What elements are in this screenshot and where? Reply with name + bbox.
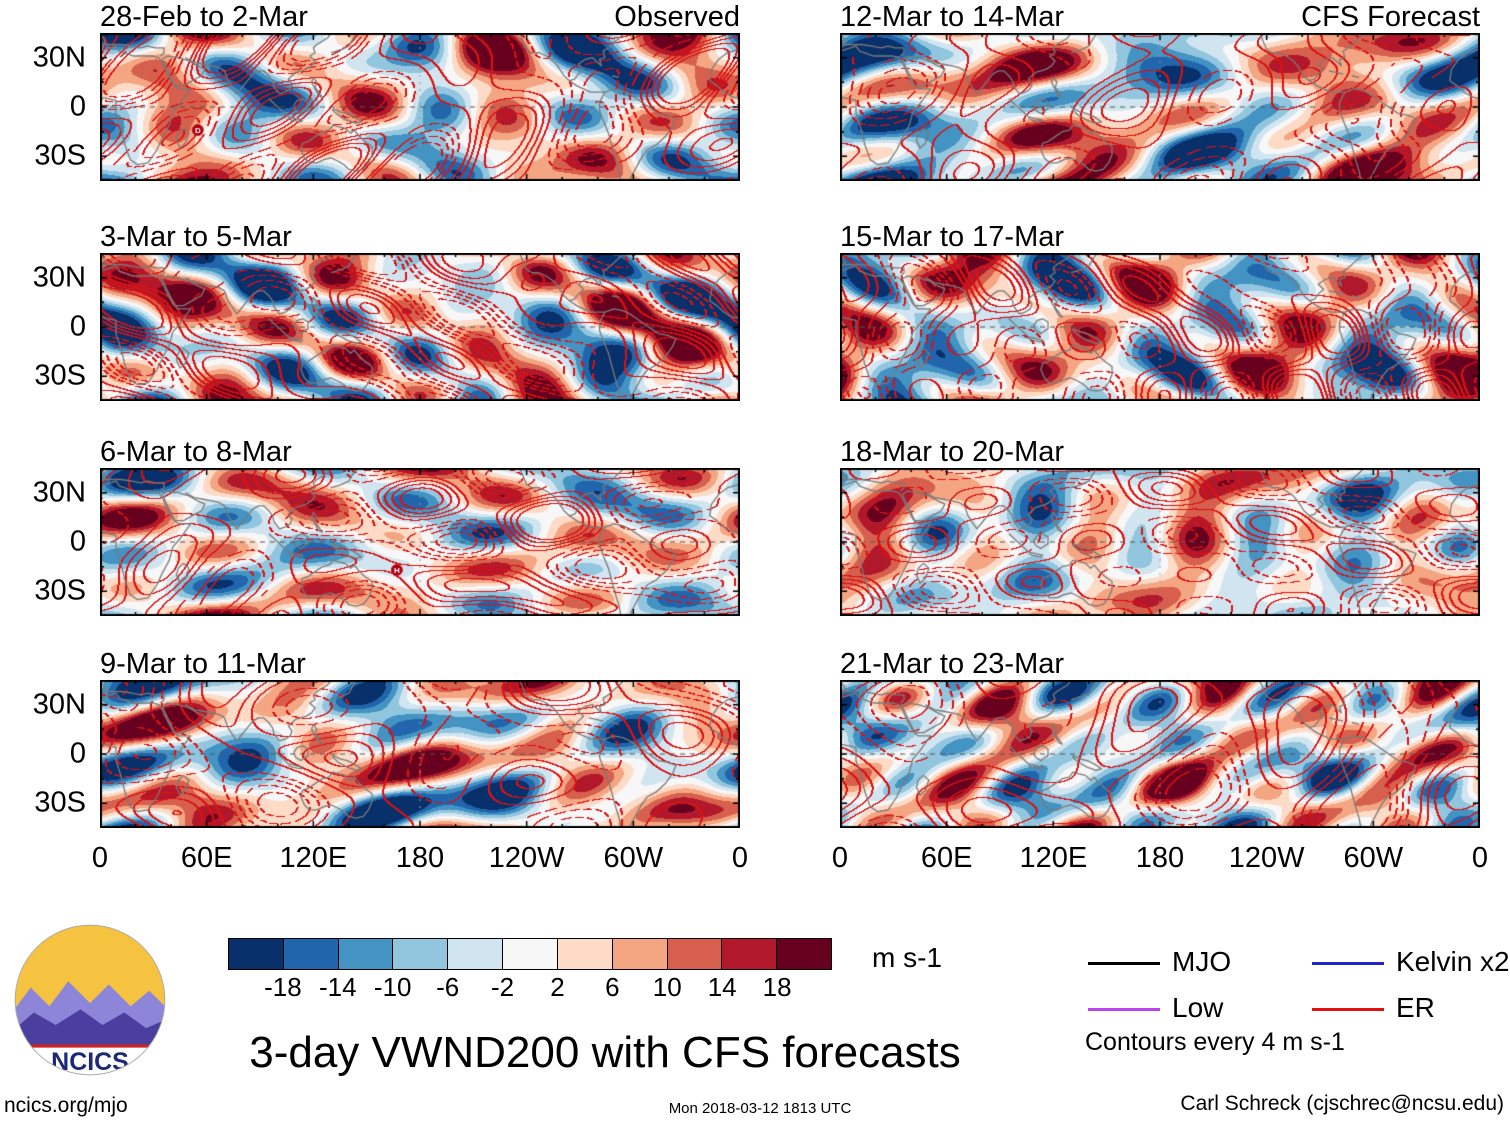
colorbar-tick-label: 14 bbox=[707, 972, 737, 1002]
map-canvas bbox=[840, 680, 1480, 828]
colorbar-tick-label: 18 bbox=[762, 972, 792, 1002]
footer-credit: Carl Schreck (cjschrec@ncsu.edu) bbox=[1180, 1092, 1504, 1115]
y-tick-label: 30N bbox=[32, 688, 86, 721]
panel-title: 12-Mar to 14-Mar bbox=[840, 1, 1065, 33]
x-tick-label: 60W bbox=[1343, 842, 1404, 874]
colorbar-segment bbox=[283, 939, 339, 969]
x-tick-label: 0 bbox=[1471, 842, 1489, 874]
colorbar-tick-label: 6 bbox=[605, 972, 620, 1002]
y-axis-labels-row1: 30N 0 30S bbox=[0, 33, 94, 181]
y-axis-labels-row2: 30N 0 30S bbox=[0, 253, 94, 401]
colorbar-segment bbox=[612, 939, 668, 969]
y-tick-label: 0 bbox=[69, 737, 86, 770]
ncics-logo: NCICS bbox=[14, 924, 166, 1076]
panel-title: 21-Mar to 23-Mar bbox=[840, 648, 1065, 680]
legend-label-mjo: MJO bbox=[1172, 946, 1232, 977]
panel-title: 3-Mar to 5-Mar bbox=[100, 221, 292, 253]
legend-line-low bbox=[1088, 1008, 1160, 1011]
x-tick-label: 180 bbox=[1135, 842, 1185, 874]
panel-title: 28-Feb to 2-Mar bbox=[100, 1, 308, 33]
map-panel-forecast-4: 21-Mar to 23-Mar bbox=[840, 648, 1480, 828]
y-tick-label: 30N bbox=[32, 41, 86, 74]
map-canvas bbox=[100, 680, 740, 828]
y-tick-label: 30N bbox=[32, 261, 86, 294]
colorbar-tick-labels: -18 -14 -10 -6 -2 2 6 10 14 18 bbox=[228, 972, 832, 1002]
map-panel-forecast-1: 12-Mar to 14-Mar CFS Forecast bbox=[840, 1, 1480, 181]
panel-title: 6-Mar to 8-Mar bbox=[100, 436, 292, 468]
colorbar-tick-label: -2 bbox=[490, 972, 515, 1002]
y-tick-label: 30S bbox=[34, 139, 86, 172]
legend-line-er bbox=[1312, 1008, 1384, 1011]
panel-title: 9-Mar to 11-Mar bbox=[100, 648, 306, 680]
map-panel-observed-2: 3-Mar to 5-Mar bbox=[100, 221, 740, 401]
x-tick-label: 120E bbox=[279, 842, 348, 874]
map-panel-observed-3: 6-Mar to 8-Mar bbox=[100, 436, 740, 616]
x-tick-label: 60W bbox=[603, 842, 664, 874]
colorbar-segment bbox=[503, 939, 558, 969]
footer-timestamp: Mon 2018-03-12 1813 UTC bbox=[668, 1100, 852, 1117]
y-tick-label: 30N bbox=[32, 476, 86, 509]
x-tick-label: 120W bbox=[1228, 842, 1305, 874]
column-label-forecast: CFS Forecast bbox=[1301, 1, 1480, 33]
y-axis-labels-row3: 30N 0 30S bbox=[0, 468, 94, 616]
colorbar-segment bbox=[667, 939, 723, 969]
y-tick-label: 0 bbox=[69, 310, 86, 343]
legend-note: Contours every 4 m s-1 bbox=[1085, 1028, 1345, 1056]
footer-url: ncics.org/mjo bbox=[4, 1094, 128, 1117]
y-axis-labels-row4: 30N 0 30S bbox=[0, 680, 94, 828]
legend-line-mjo bbox=[1088, 962, 1160, 965]
colorbar-segment bbox=[448, 939, 504, 969]
figure-title: 3-day VWND200 with CFS forecasts bbox=[249, 1028, 961, 1077]
map-panel-forecast-2: 15-Mar to 17-Mar bbox=[840, 221, 1480, 401]
y-tick-label: 30S bbox=[34, 786, 86, 819]
colorbar-tick-label: 2 bbox=[550, 972, 565, 1002]
map-canvas bbox=[100, 253, 740, 401]
x-tick-label: 120E bbox=[1019, 842, 1088, 874]
x-tick-label: 0 bbox=[731, 842, 749, 874]
y-tick-label: 30S bbox=[34, 574, 86, 607]
panel-title: 15-Mar to 17-Mar bbox=[840, 221, 1065, 253]
map-panel-observed-4: 9-Mar to 11-Mar bbox=[100, 648, 740, 828]
colorbar-segment bbox=[393, 939, 449, 969]
logo-text: NCICS bbox=[51, 1048, 129, 1076]
map-canvas bbox=[840, 468, 1480, 616]
colorbar-tick-label: 10 bbox=[652, 972, 682, 1002]
map-panel-observed-1: 28-Feb to 2-Mar Observed bbox=[100, 1, 740, 181]
column-label-observed: Observed bbox=[614, 1, 740, 33]
x-tick-label: 0 bbox=[831, 842, 849, 874]
x-tick-label: 0 bbox=[91, 842, 109, 874]
legend-label-kelvin: Kelvin x2 bbox=[1396, 946, 1510, 977]
y-tick-label: 0 bbox=[69, 525, 86, 558]
x-tick-label: 120W bbox=[488, 842, 565, 874]
colorbar-segment bbox=[229, 939, 284, 969]
colorbar-units: m s-1 bbox=[872, 942, 942, 973]
legend-label-low: Low bbox=[1172, 992, 1224, 1023]
y-tick-label: 30S bbox=[34, 359, 86, 392]
panel-title: 18-Mar to 20-Mar bbox=[840, 436, 1065, 468]
legend-line-kelvin bbox=[1312, 962, 1384, 965]
logo-circle-outline bbox=[14, 924, 166, 1076]
x-tick-label: 180 bbox=[395, 842, 445, 874]
colorbar-tick-label: -6 bbox=[436, 972, 460, 1002]
x-tick-label: 60E bbox=[920, 842, 973, 874]
map-panel-forecast-3: 18-Mar to 20-Mar bbox=[840, 436, 1480, 616]
map-canvas bbox=[100, 33, 740, 181]
x-axis-labels-left: 0 60E 120E 180 120W 60W 0 bbox=[92, 842, 748, 878]
legend-label-er: ER bbox=[1396, 992, 1435, 1023]
colorbar-tick-label: -14 bbox=[319, 972, 357, 1002]
colorbar-segment bbox=[777, 939, 831, 969]
y-tick-label: 0 bbox=[69, 90, 86, 123]
map-canvas bbox=[840, 33, 1480, 181]
colorbar-tick-label: -18 bbox=[264, 972, 302, 1002]
x-axis-labels-right: 0 60E 120E 180 120W 60W 0 bbox=[832, 842, 1488, 878]
colorbar-segment bbox=[722, 939, 778, 969]
colorbar-segment bbox=[338, 939, 394, 969]
x-tick-label: 60E bbox=[180, 842, 233, 874]
colorbar-tick-label: -10 bbox=[373, 972, 412, 1002]
map-canvas bbox=[840, 253, 1480, 401]
colorbar bbox=[228, 938, 832, 970]
map-canvas bbox=[100, 468, 740, 616]
colorbar-segment bbox=[557, 939, 613, 969]
